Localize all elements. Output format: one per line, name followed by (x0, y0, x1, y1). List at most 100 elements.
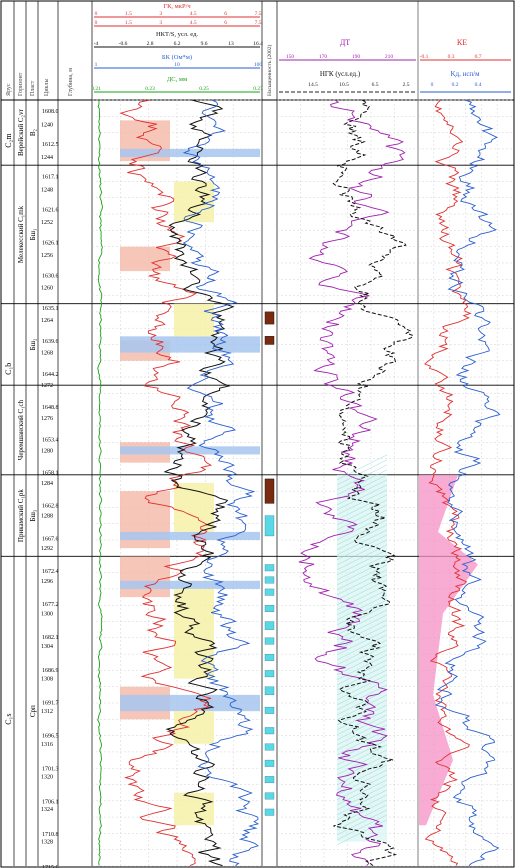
ngk-hatch-line (336, 694, 388, 721)
ngk-hatch-line (336, 784, 388, 811)
depth-label-core: 1626.1 (42, 240, 59, 246)
nkt-scale-tick-label: -4 (94, 41, 99, 47)
saturation-water-block (264, 792, 275, 800)
depth-label-main: 1296 (41, 579, 53, 585)
stage-label: C₂m (4, 133, 13, 148)
ds-scale-tick-label: 0.27 (253, 86, 263, 92)
depth-label-core: 1691.7 (42, 701, 59, 707)
ngk-hatch-line (336, 609, 388, 636)
saturation-water-block (264, 515, 275, 537)
nkt-scale-tick-label: 6.2 (174, 41, 181, 47)
gk-shaded-interval (120, 556, 170, 598)
ngk-hatch-line (336, 669, 388, 696)
depth-label-main: 1248 (41, 188, 53, 194)
depth-label-main: 1308 (41, 677, 53, 683)
depth-label-main: 1292 (41, 546, 53, 552)
ngk-hatch-line (336, 504, 388, 531)
ngk-hatch-line (336, 734, 388, 761)
nkt-scale-tick-label: -0.6 (119, 41, 128, 47)
horizon-label: Мелекесский C₁mk (17, 205, 25, 263)
kd-curve (434, 99, 501, 866)
kd-tick-label: 0.4 (475, 82, 482, 88)
ke-title: КЕ (457, 38, 467, 47)
gk-scale-2-tick-label: 6 (224, 20, 227, 26)
ngk-hatch-line (336, 599, 388, 626)
ngk-hatch-line (336, 519, 388, 546)
ngk-hatch-line (336, 604, 388, 631)
ds-scale-tick-label: 0.21 (91, 86, 101, 92)
depth-label-core: 1612.5 (42, 142, 59, 148)
ngk-hatch-line (336, 749, 388, 776)
ngk-hatch-line (336, 539, 388, 566)
ngk-hatch-line (336, 644, 388, 671)
ke-curve (424, 99, 472, 866)
saturation-oil-block (264, 478, 275, 504)
horizon-label: Верейский C₂vr (17, 109, 25, 156)
saturation-water-block (264, 588, 275, 596)
depth-label-core: 1672.4 (42, 569, 59, 575)
saturation-water-block (264, 706, 275, 714)
ngk-tick-label: 14.5 (308, 82, 318, 88)
saturation-water-block (264, 808, 275, 816)
ngk-title: НГК (усл.ед.) (320, 70, 361, 78)
saturation-water-block (264, 670, 275, 678)
saturation-water-block (264, 653, 275, 661)
ngk-hatch-line (336, 674, 388, 701)
depth-label-main: 1304 (41, 644, 53, 650)
depth-label-core: 1667.6 (42, 536, 59, 542)
ngk-hatch-line (336, 619, 388, 646)
ke-tick-label: 0.7 (475, 54, 482, 60)
ngk-hatched-fill (337, 474, 387, 842)
layer-label: B₂ (29, 128, 37, 136)
ngk-hatch-line (336, 584, 388, 611)
saturation-water-block (264, 743, 275, 751)
depth-label-core: 1696.5 (42, 734, 59, 740)
depth-label-main: 1268 (41, 351, 53, 357)
ngk-hatch-line (336, 574, 388, 601)
ds-scale-tick-label: 0.23 (145, 86, 155, 92)
horizon-label: Прикамский C₁pk (17, 489, 25, 542)
gk-scale-2-tick-label: 7.5 (255, 20, 262, 26)
ngk-hatch-line (336, 489, 388, 516)
depth-label-main: 1256 (41, 253, 53, 259)
bk-shaded-interval (120, 336, 260, 353)
depth-label-core: 1662.8 (42, 503, 59, 509)
saturation-water-block (264, 564, 275, 572)
dt-curve (298, 99, 406, 866)
layer-label: Срп (29, 705, 37, 717)
gk-scale-1-tick-label: 0 (95, 11, 98, 17)
layer-label: Бш₁ (29, 229, 37, 241)
ngk-hatch-line (336, 479, 388, 506)
kd-pink-fill (419, 474, 478, 826)
bk-curve (182, 99, 260, 866)
bk-shaded-interval (120, 531, 260, 541)
ngk-hatch-line (336, 464, 388, 491)
saturation-oil-block (264, 311, 275, 325)
saturation-oil-block (264, 336, 275, 345)
ngk-hatch-line (336, 569, 388, 596)
dt-tick-label: 150 (286, 54, 295, 60)
depth-label-core: 1658.1 (42, 471, 59, 477)
saturation-water-block (264, 621, 275, 630)
ke-tick-label: 0.3 (448, 54, 455, 60)
depth-label-main: 1264 (41, 318, 53, 324)
kd-tick-label: 0 (431, 82, 434, 88)
layer-label: Бш₂ (29, 338, 37, 350)
saturation-water-block (264, 727, 275, 735)
ngk-hatch-line (336, 469, 388, 496)
depth-label-main: 1252 (41, 220, 53, 226)
depth-label-core: 1608.0 (42, 109, 59, 115)
ngk-hatch-line (336, 474, 388, 501)
ngk-tick-label: 6.5 (372, 82, 379, 88)
ds-curve (97, 99, 103, 866)
bk-scale-tick-label: 10 (174, 62, 180, 68)
ngk-hatch-line (336, 719, 388, 746)
gk-scale-2-tick-label: 3 (159, 20, 162, 26)
ngk-tick-label: 10.5 (339, 82, 349, 88)
ngk-hatch-line (336, 704, 388, 731)
ke-tick-label: -0.1 (420, 54, 429, 60)
kd-tick-label: 0.2 (452, 82, 459, 88)
depth-label-main: 1280 (41, 448, 53, 454)
